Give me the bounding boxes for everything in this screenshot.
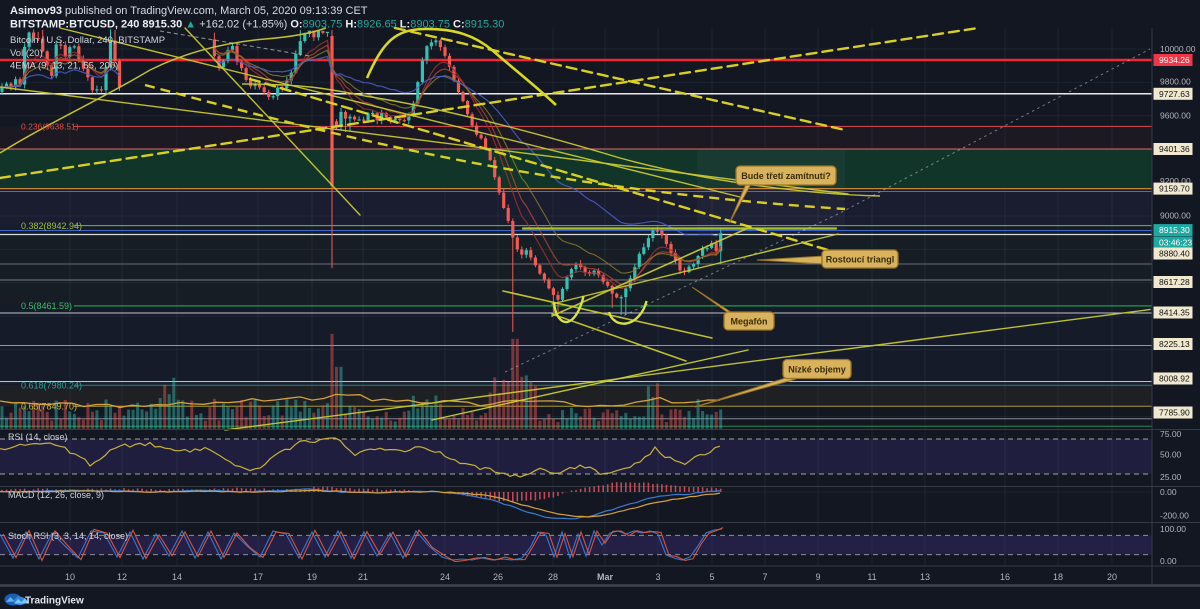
svg-text:0.00: 0.00 xyxy=(1160,556,1177,566)
svg-text:0.382(8942.94): 0.382(8942.94) xyxy=(21,221,82,231)
svg-text:0.5(8461.59): 0.5(8461.59) xyxy=(21,301,72,311)
svg-text:RSI (14, close): RSI (14, close) xyxy=(8,432,68,442)
svg-text:Bude třetí zamítnutí?: Bude třetí zamítnutí? xyxy=(741,171,831,181)
svg-text:9200.00: 9200.00 xyxy=(1160,176,1191,186)
svg-text:BITSTAMP:BTCUSD, 240 8915.30 ▲: BITSTAMP:BTCUSD, 240 8915.30 ▲ +162.02 (… xyxy=(10,19,504,31)
svg-text:9159.70: 9159.70 xyxy=(1159,184,1190,194)
svg-text:Megafón: Megafón xyxy=(731,317,768,327)
svg-text:25.00: 25.00 xyxy=(1160,472,1182,482)
svg-text:12: 12 xyxy=(117,572,127,582)
svg-text:Nízké objemy: Nízké objemy xyxy=(788,365,846,375)
svg-text:Vol (20): Vol (20) xyxy=(10,48,43,59)
svg-text:8915.30: 8915.30 xyxy=(1159,225,1190,235)
svg-text:21: 21 xyxy=(358,572,368,582)
svg-text:9800.00: 9800.00 xyxy=(1160,77,1191,87)
svg-text:0.236(9638.51): 0.236(9638.51) xyxy=(21,122,79,132)
svg-text:0.65(7849.70): 0.65(7849.70) xyxy=(21,402,77,412)
svg-text:14: 14 xyxy=(172,572,182,582)
svg-text:Bitcoin / U.S. Dollar, 240, BI: Bitcoin / U.S. Dollar, 240, BITSTAMP xyxy=(10,35,165,46)
svg-text:8880.40: 8880.40 xyxy=(1159,249,1190,259)
svg-text:8225.13: 8225.13 xyxy=(1159,339,1190,349)
svg-text:10: 10 xyxy=(65,572,75,582)
svg-text:7785.90: 7785.90 xyxy=(1159,408,1190,418)
svg-text:8617.28: 8617.28 xyxy=(1159,277,1190,287)
svg-text:7: 7 xyxy=(762,572,767,582)
svg-text:8008.92: 8008.92 xyxy=(1159,374,1190,384)
svg-text:17: 17 xyxy=(253,572,263,582)
svg-text:03:46:23: 03:46:23 xyxy=(1159,238,1192,248)
svg-text:9727.63: 9727.63 xyxy=(1159,89,1190,99)
svg-text:9401.36: 9401.36 xyxy=(1159,144,1190,154)
svg-text:TradingView: TradingView xyxy=(25,596,84,607)
svg-text:16: 16 xyxy=(1000,572,1010,582)
svg-text:100.00: 100.00 xyxy=(1160,524,1186,534)
svg-text:26: 26 xyxy=(493,572,503,582)
svg-text:3: 3 xyxy=(655,572,660,582)
svg-text:9600.00: 9600.00 xyxy=(1160,111,1191,121)
svg-text:11: 11 xyxy=(867,572,876,582)
svg-text:75.00: 75.00 xyxy=(1160,429,1182,439)
svg-text:Mar: Mar xyxy=(597,572,614,582)
svg-text:20: 20 xyxy=(1107,572,1117,582)
svg-text:9: 9 xyxy=(815,572,820,582)
svg-text:4EMA (9, 13, 21, 55, 200): 4EMA (9, 13, 21, 55, 200) xyxy=(10,61,118,72)
svg-text:19: 19 xyxy=(307,572,317,582)
svg-text:5: 5 xyxy=(709,572,714,582)
svg-text:24: 24 xyxy=(440,572,450,582)
svg-text:9000.00: 9000.00 xyxy=(1160,211,1191,221)
svg-text:Rostoucí triangl: Rostoucí triangl xyxy=(826,255,895,265)
svg-text:0.618(7980.24): 0.618(7980.24) xyxy=(21,381,82,391)
svg-text:28: 28 xyxy=(548,572,558,582)
svg-text:MACD (12, 26, close, 9): MACD (12, 26, close, 9) xyxy=(8,490,104,500)
svg-text:50.00: 50.00 xyxy=(1160,450,1182,460)
svg-text:Asimov93 published on TradingV: Asimov93 published on TradingView.com, M… xyxy=(10,5,368,17)
svg-text:Stoch RSI (3, 3, 14, 14, close: Stoch RSI (3, 3, 14, 14, close) xyxy=(8,531,128,541)
svg-text:8414.35: 8414.35 xyxy=(1159,308,1190,318)
svg-text:-200.00: -200.00 xyxy=(1160,511,1189,521)
svg-text:18: 18 xyxy=(1053,572,1063,582)
svg-text:9934.26: 9934.26 xyxy=(1159,55,1190,65)
svg-text:10000.00: 10000.00 xyxy=(1160,44,1196,54)
svg-text:13: 13 xyxy=(920,572,930,582)
svg-text:0.00: 0.00 xyxy=(1160,487,1177,497)
